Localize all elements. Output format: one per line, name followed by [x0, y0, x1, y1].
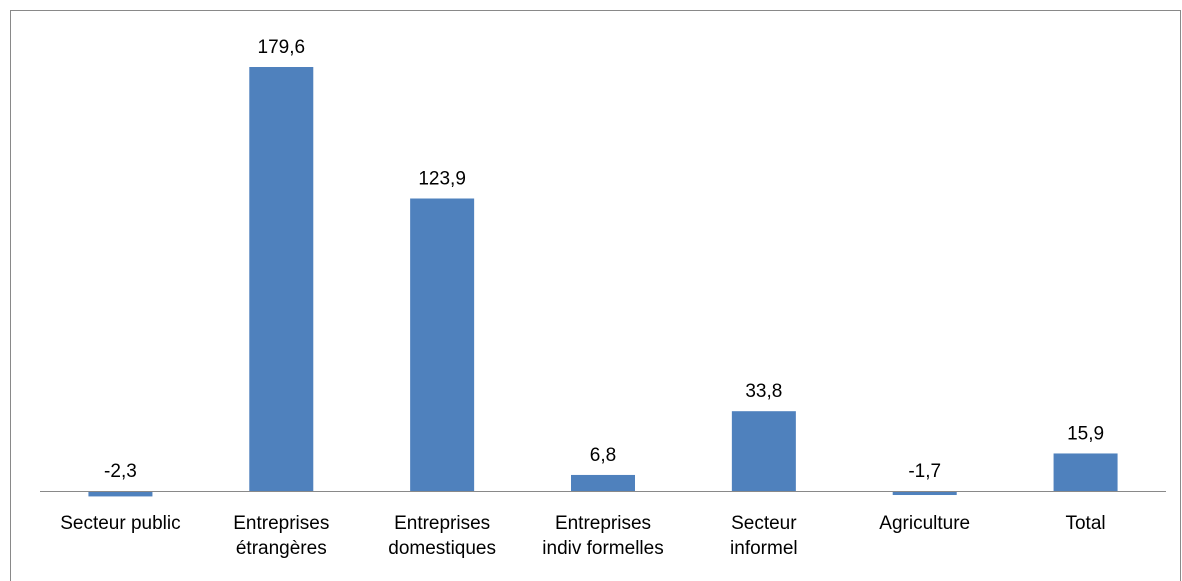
data-label: 6,8 [590, 445, 616, 466]
bar [731, 411, 796, 491]
x-tick-label: Secteur public [60, 513, 181, 534]
bar [892, 491, 957, 496]
x-tick-label: Entreprises indiv formelles [542, 513, 664, 559]
x-tick-label: Secteur informel [730, 513, 798, 559]
data-label: 123,9 [418, 168, 466, 189]
chart-border [10, 10, 1181, 581]
x-tick-label: Agriculture [879, 513, 971, 534]
bar [249, 67, 314, 491]
bar [1053, 453, 1118, 491]
data-label: 15,9 [1067, 423, 1104, 444]
bar [571, 474, 635, 491]
data-label: 33,8 [745, 381, 782, 402]
bar [88, 491, 153, 497]
data-label: 179,6 [258, 37, 306, 58]
x-tick-label: Entreprises étrangères [233, 513, 330, 559]
x-tick-label: Entreprises domestiques [388, 513, 496, 559]
x-tick-label: Total [1065, 513, 1106, 534]
data-label: -2,3 [104, 461, 137, 482]
data-label: -1,7 [908, 461, 941, 482]
bar [410, 198, 475, 492]
